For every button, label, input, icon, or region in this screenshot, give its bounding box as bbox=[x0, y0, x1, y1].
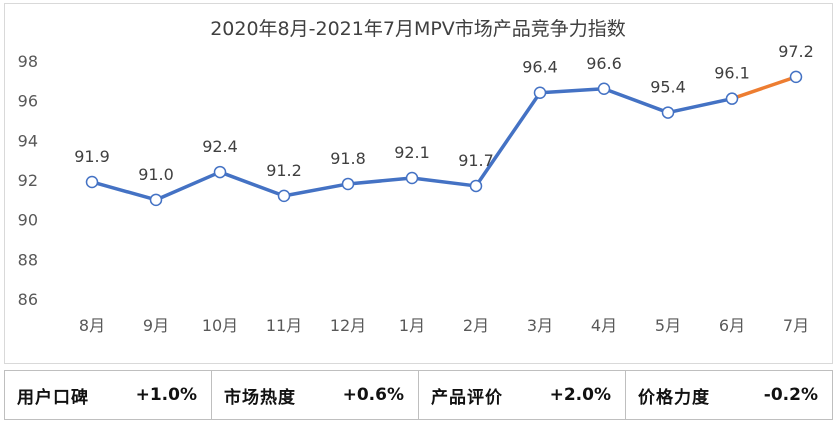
data-point bbox=[533, 86, 547, 99]
x-tick-label: 7月 bbox=[783, 316, 809, 335]
data-point bbox=[213, 165, 227, 179]
metric-price-strength: 价格力度 -0.2% bbox=[626, 371, 832, 419]
data-label: 91.7 bbox=[458, 151, 494, 170]
metric-user-reputation: 用户口碑 +1.0% bbox=[5, 371, 212, 419]
x-tick-label: 1月 bbox=[399, 316, 425, 335]
metric-product-rating: 产品评价 +2.0% bbox=[419, 371, 626, 419]
y-tick-label: 90 bbox=[18, 211, 38, 230]
y-tick-label: 96 bbox=[18, 92, 38, 111]
x-tick-label: 10月 bbox=[202, 316, 238, 335]
y-tick-label: 92 bbox=[18, 171, 38, 190]
metric-label: 价格力度 bbox=[638, 387, 710, 408]
data-label: 97.2 bbox=[778, 42, 814, 61]
data-point bbox=[277, 189, 291, 203]
x-tick-label: 12月 bbox=[330, 316, 366, 335]
data-label: 91.2 bbox=[266, 161, 302, 180]
y-tick-label: 86 bbox=[18, 290, 38, 309]
x-tick-label: 11月 bbox=[266, 316, 302, 335]
x-tick-label: 8月 bbox=[79, 316, 105, 335]
data-label: 95.4 bbox=[650, 78, 686, 97]
data-point bbox=[789, 70, 803, 84]
chart-frame: 2020年8月-2021年7月MPV市场产品竞争力指数 86 88 90 92 94 96… bbox=[4, 3, 833, 364]
x-axis: 8月 9月 10月 11月 12月 1月 2月 3月 4月 5月 6月 7月 bbox=[79, 316, 809, 335]
x-tick-label: 4月 bbox=[591, 316, 617, 335]
y-tick-label: 94 bbox=[18, 131, 38, 150]
line-chart: 2020年8月-2021年7月MPV市场产品竞争力指数 86 88 90 92 94 96… bbox=[18, 18, 814, 335]
data-label: 92.4 bbox=[202, 137, 238, 156]
y-axis: 86 88 90 92 94 96 98 bbox=[18, 52, 38, 309]
data-point bbox=[469, 179, 483, 193]
data-label: 92.1 bbox=[394, 143, 430, 162]
series-line bbox=[91, 75, 797, 202]
y-tick-label: 98 bbox=[18, 52, 38, 71]
data-point bbox=[405, 171, 419, 185]
data-label: 96.1 bbox=[714, 64, 750, 83]
metric-label: 产品评价 bbox=[431, 387, 503, 408]
data-point bbox=[597, 82, 611, 96]
x-tick-label: 2月 bbox=[463, 316, 489, 335]
series-markers bbox=[85, 70, 803, 207]
data-label: 96.6 bbox=[586, 54, 622, 73]
data-point bbox=[661, 106, 675, 119]
x-tick-label: 6月 bbox=[719, 316, 745, 335]
y-tick-label: 88 bbox=[18, 250, 38, 269]
data-label: 91.8 bbox=[330, 149, 366, 168]
drop-lines bbox=[91, 76, 797, 299]
metrics-bar: 用户口碑 +1.0% 市场热度 +0.6% 产品评价 +2.0% 价格力度 -0… bbox=[4, 370, 833, 420]
data-label: 96.4 bbox=[522, 58, 558, 77]
metric-value: +2.0% bbox=[549, 385, 611, 405]
chart-title: 2020年8月-2021年7月MPV市场产品竞争力指数 bbox=[210, 18, 626, 40]
data-point bbox=[149, 193, 163, 207]
x-tick-label: 5月 bbox=[655, 316, 681, 335]
metric-value: +0.6% bbox=[342, 385, 404, 405]
data-labels: 91.9 91.0 92.4 91.2 91.8 92.1 91.7 96.4 96.6 95.4… bbox=[74, 42, 814, 184]
metric-label: 市场热度 bbox=[224, 387, 296, 408]
data-point bbox=[341, 177, 355, 191]
x-tick-label: 3月 bbox=[527, 316, 553, 335]
metric-market-heat: 市场热度 +0.6% bbox=[212, 371, 419, 419]
metric-value: +1.0% bbox=[135, 385, 197, 405]
series-line-highlight bbox=[731, 75, 797, 101]
metric-label: 用户口碑 bbox=[17, 387, 89, 408]
data-point bbox=[725, 92, 739, 105]
metric-value: -0.2% bbox=[763, 385, 818, 405]
x-tick-label: 9月 bbox=[143, 316, 169, 335]
data-label: 91.0 bbox=[138, 165, 174, 184]
data-point bbox=[85, 175, 99, 189]
data-label: 91.9 bbox=[74, 147, 110, 166]
